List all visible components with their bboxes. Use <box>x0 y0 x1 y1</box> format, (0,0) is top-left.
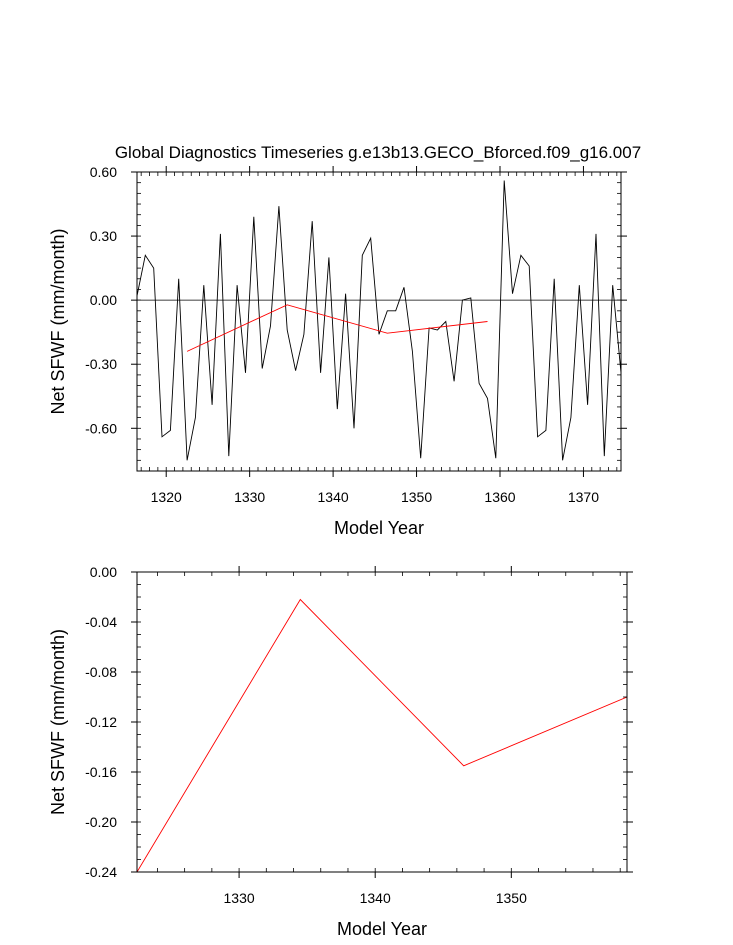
x-axis-title: Model Year <box>337 919 427 939</box>
y-axis-title: Net SFWF (mm/month) <box>48 629 68 815</box>
x-axis-title: Model Year <box>334 518 424 538</box>
y-tick-label: -0.30 <box>85 356 117 372</box>
y-tick-label: 0.60 <box>90 164 117 180</box>
y-axis-title: Net SFWF (mm/month) <box>48 228 68 414</box>
y-tick-label: 0.00 <box>90 564 117 580</box>
x-tick-label: 1350 <box>401 489 432 505</box>
y-tick-label: 0.30 <box>90 228 117 244</box>
chart-panel-2: 1330 1340 1350 0.00 -0.04 -0.08 -0.12 -0.16 -0.2… <box>48 564 633 939</box>
x-tick-label: 1340 <box>318 489 349 505</box>
series-line-monthly <box>137 180 621 461</box>
series-line-annual <box>137 598 627 872</box>
chart-panel-1: 1320 1330 1340 1350 1360 1370 0.60 0.30 0.00 -0.3… <box>48 164 627 538</box>
chart-title: Global Diagnostics Timeseries g.e13b13.G… <box>115 143 641 162</box>
y-tick-label: -0.12 <box>85 714 117 730</box>
x-tick-label: 1360 <box>484 489 515 505</box>
y-tick-label: -0.20 <box>85 814 117 830</box>
x-tick-label: 1330 <box>224 890 255 906</box>
y-tick-label: -0.24 <box>85 864 117 880</box>
x-tick-label: 1350 <box>496 890 527 906</box>
x-tick-label: 1340 <box>360 890 391 906</box>
y-tick-label: -0.08 <box>85 664 117 680</box>
y-tick-label: -0.04 <box>85 614 117 630</box>
x-tick-label: 1320 <box>151 489 182 505</box>
series-line-annual <box>186 304 488 352</box>
x-tick-label: 1370 <box>568 489 599 505</box>
plot-frame <box>136 571 628 873</box>
y-tick-label: -0.60 <box>85 420 117 436</box>
y-tick-label: -0.16 <box>85 764 117 780</box>
x-tick-label: 1330 <box>234 489 265 505</box>
plot-frame <box>136 171 622 472</box>
y-tick-label: 0.00 <box>90 292 117 308</box>
